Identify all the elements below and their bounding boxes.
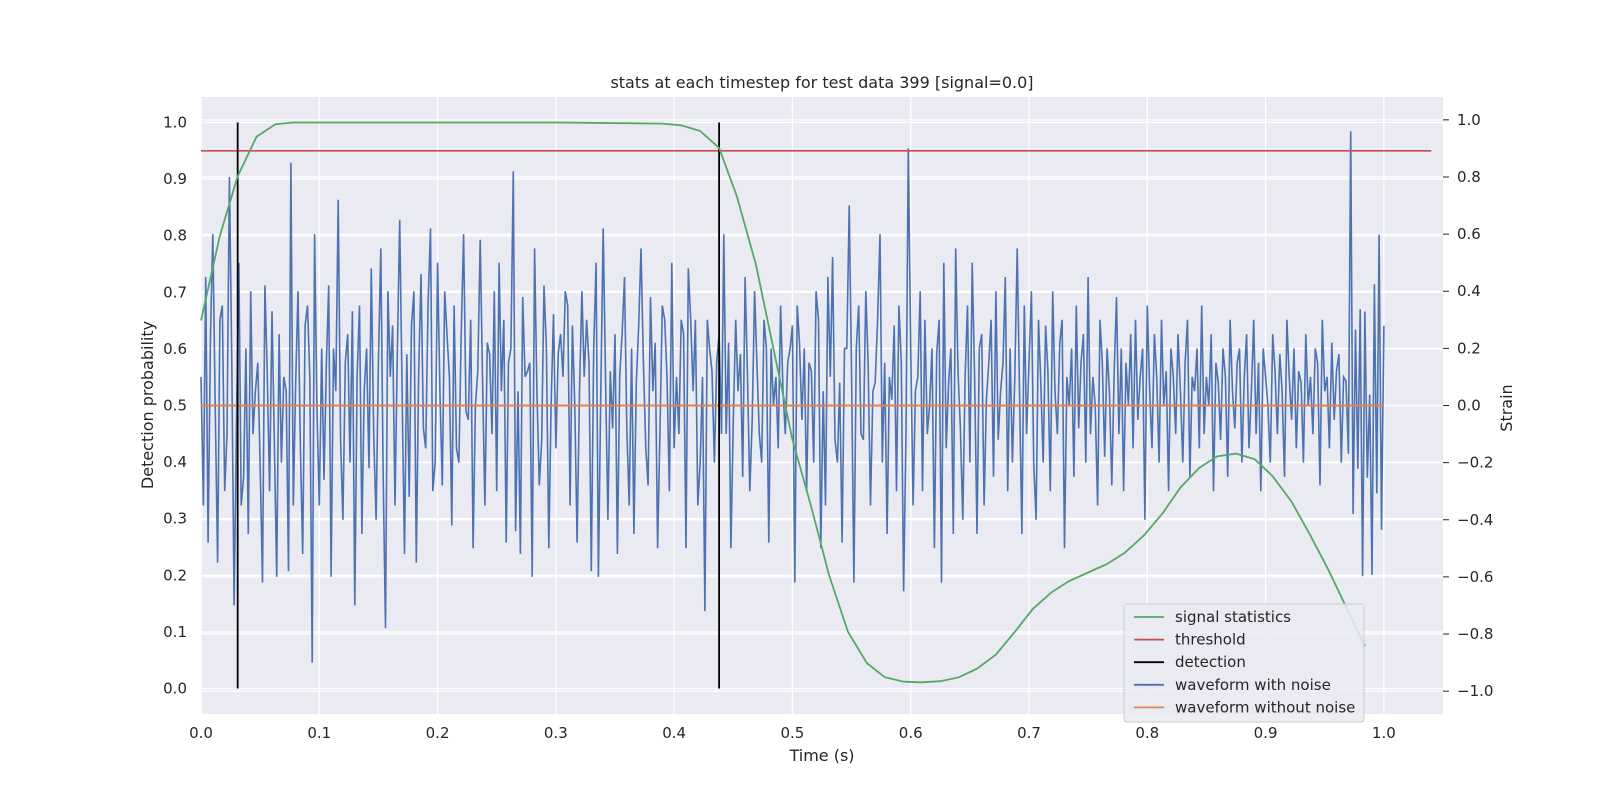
series-signal-statistics [200,121,1366,684]
y-tick-label: 0.5 [163,397,187,415]
y-tick-label: 0.3 [163,510,187,528]
y2-tick-label: −1.0 [1457,682,1493,700]
x-tick-label: 0.1 [307,724,331,742]
x-tick-label: 0.0 [189,724,213,742]
y2-tick-label: −0.6 [1457,568,1493,586]
x-tick-label: 0.8 [1135,724,1159,742]
x-tick-label: 0.6 [899,724,923,742]
y-tick-label: 0.1 [163,623,187,641]
y-tick-label: 0.4 [163,453,187,471]
y-tick-label: 0.2 [163,566,187,584]
series-waveform-with-noise [200,131,1385,663]
y2-tick-label: −0.4 [1457,511,1493,529]
legend-label: signal statistics [1175,608,1291,626]
x-tick-label: 1.0 [1372,724,1396,742]
y-tick-label: 1.0 [163,113,187,131]
y2-tick-label: 0.6 [1457,225,1481,243]
y-tick-label: 0.9 [163,170,187,188]
legend-label: detection [1175,653,1246,671]
legend-label: threshold [1175,631,1246,649]
legend-label: waveform without noise [1175,698,1355,716]
y2-tick-label: −0.8 [1457,625,1493,643]
x-tick-label: 0.3 [544,724,568,742]
y2-tick-label: 0.8 [1457,168,1481,186]
x-tick-label: 0.4 [662,724,686,742]
x-tick-label: 0.5 [780,724,804,742]
series-layer [200,121,1432,689]
y2-tick-label: 1.0 [1457,111,1481,129]
legend: signal statistics threshold detection wavef… [1123,603,1365,723]
y2-tick-label: 0.0 [1457,397,1481,415]
x-axis-title: Time (s) [788,746,854,765]
y-tick-label: 0.7 [163,283,187,301]
y-tick-label: 0.8 [163,227,187,245]
y2-axis-title: Strain [1497,384,1516,431]
y-axis-title: Detection probability [138,321,157,489]
tick-labels: 0.0 0.1 0.2 0.3 0.4 0.5 0.6 0.7 0.8 0.9 1.0 0.0 0.1 0… [163,111,1493,742]
x-tick-label: 0.9 [1254,724,1278,742]
x-tick-label: 0.2 [426,724,450,742]
x-tick-label: 0.7 [1017,724,1041,742]
y2-tick-label: −0.2 [1457,454,1493,472]
legend-box [1123,603,1365,723]
chart-title: stats at each timestep for test data 399… [610,73,1033,92]
y-tick-label: 0.0 [163,680,187,698]
y2-tick-label: 0.4 [1457,282,1481,300]
legend-label: waveform with noise [1175,676,1331,694]
y2-tick-label: 0.2 [1457,339,1481,357]
y-tick-label: 0.6 [163,340,187,358]
